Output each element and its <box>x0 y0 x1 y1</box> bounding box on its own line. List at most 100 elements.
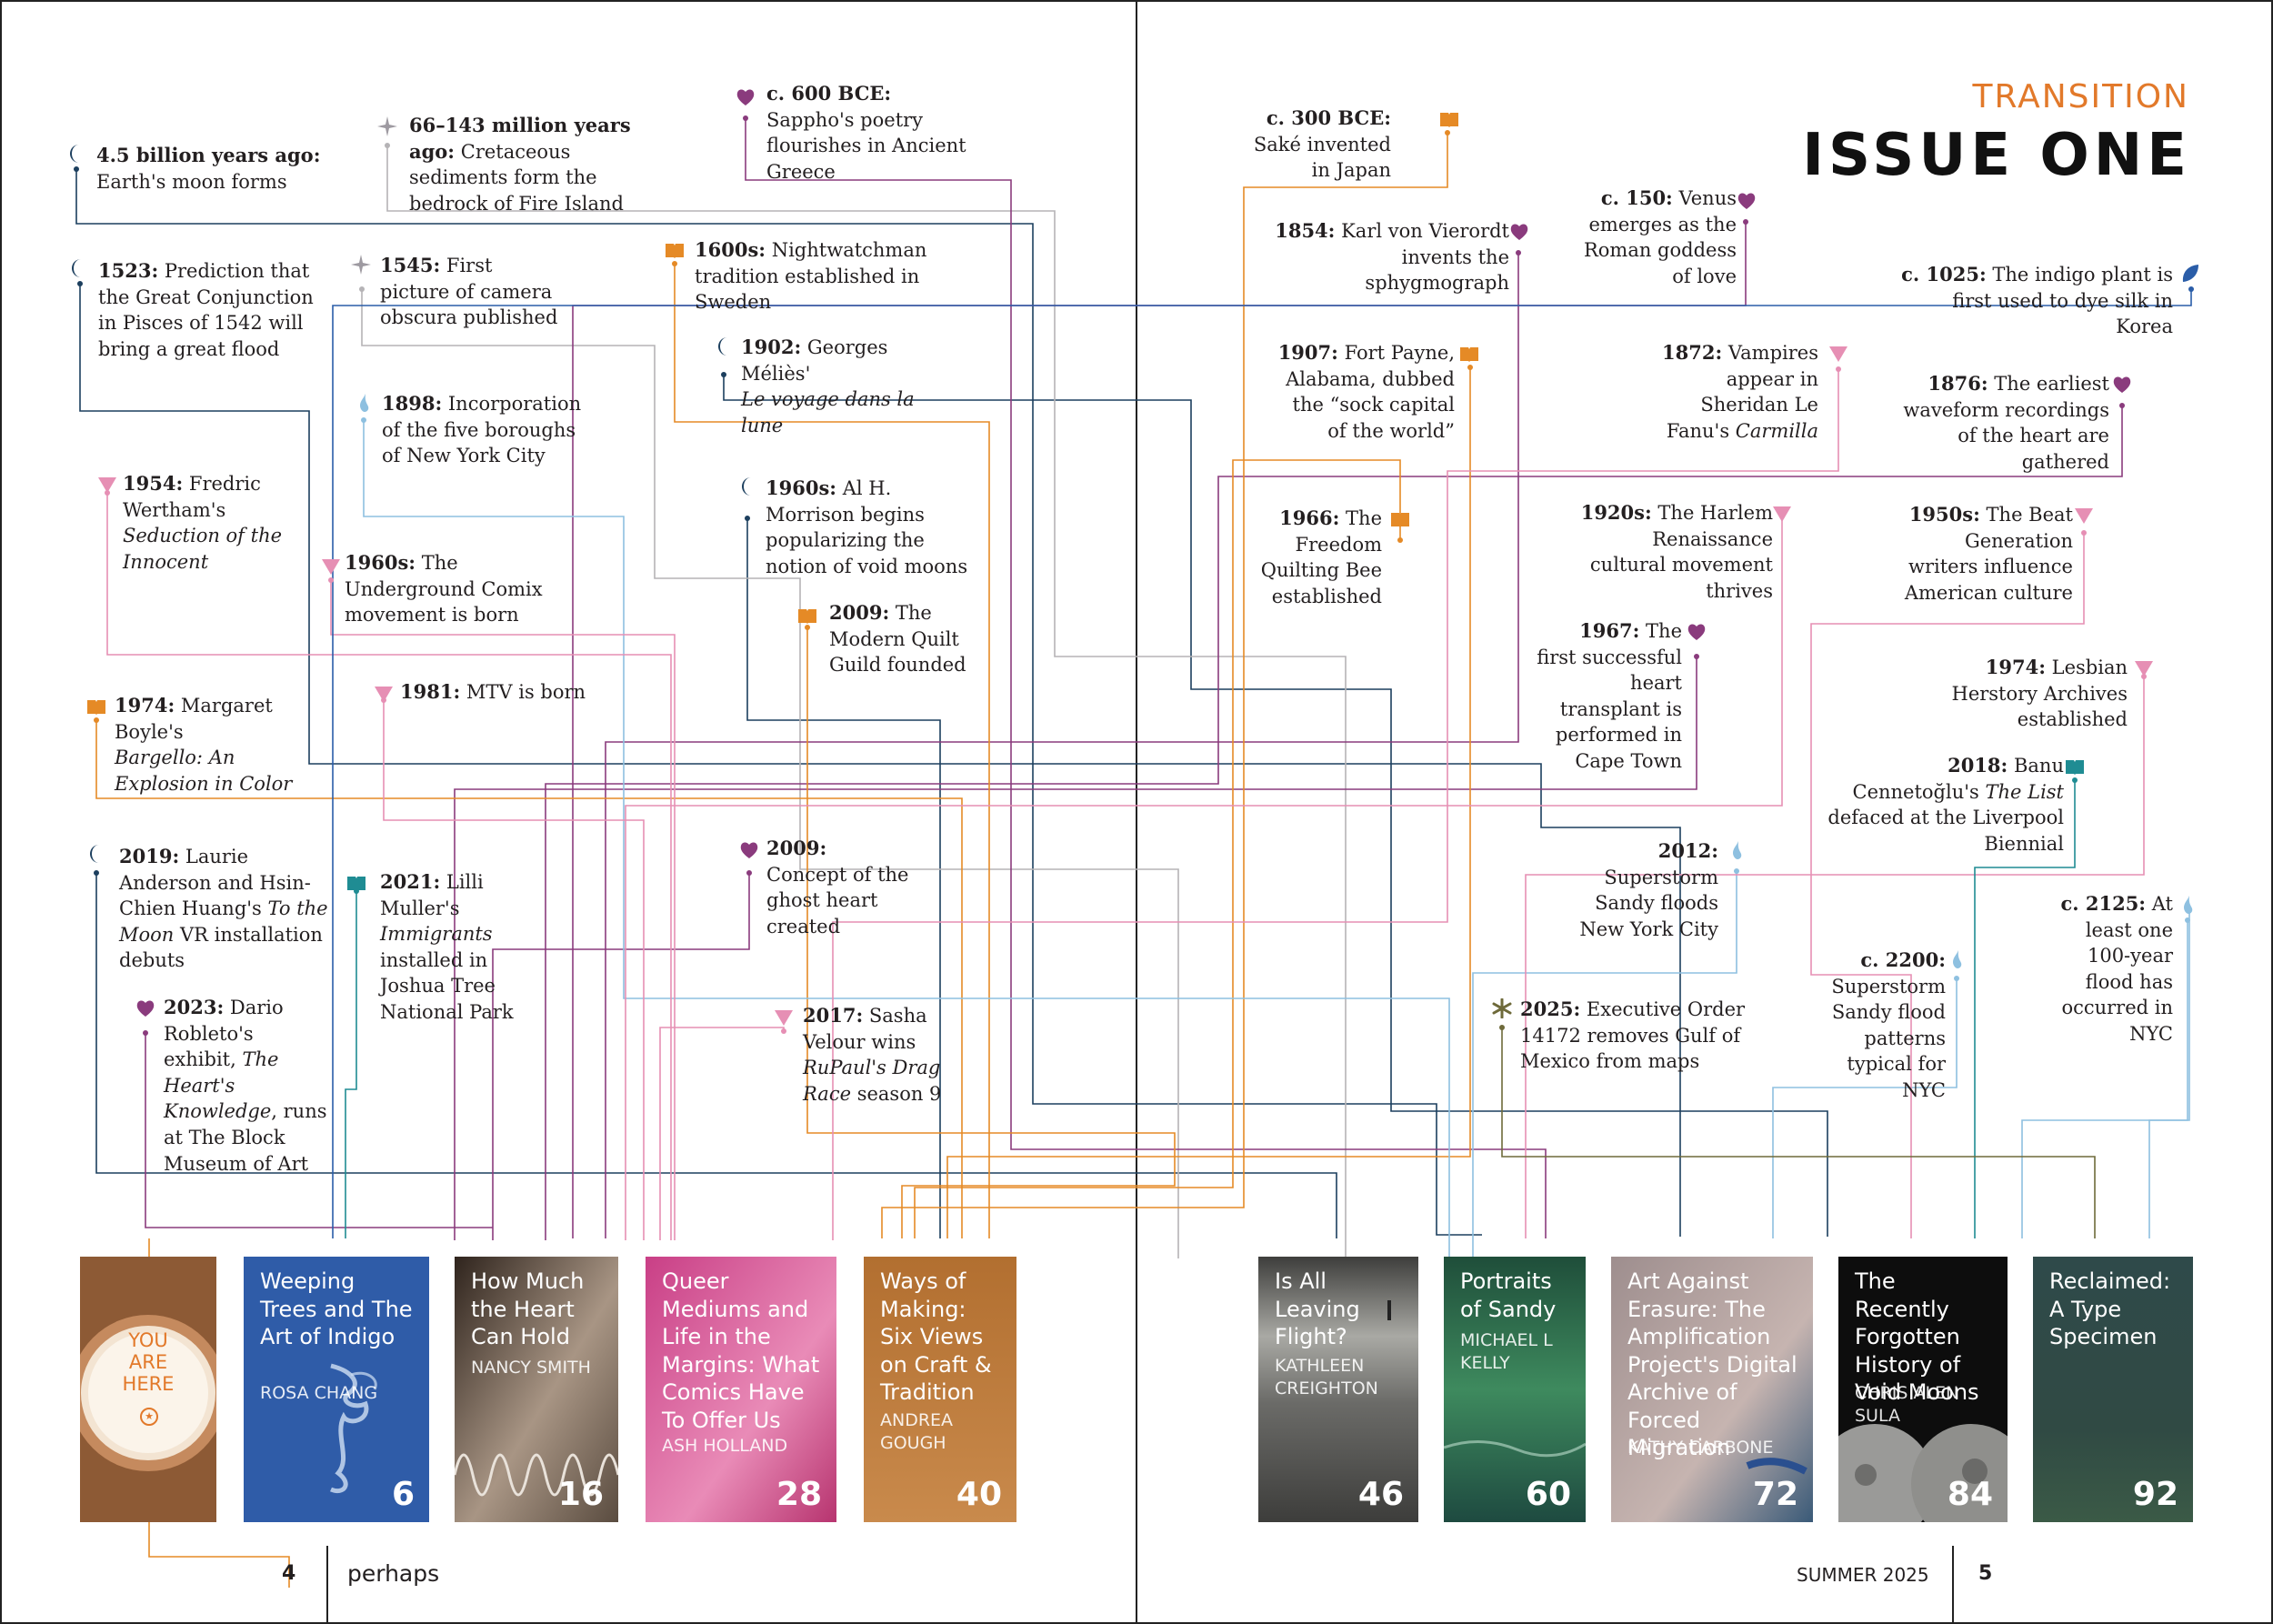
event-sake: c. 300 BCE: Saké invented in Japan <box>1253 106 1391 182</box>
event-to-the-moon: 2019: Laurie Anderson and Hsin-Chien Hua… <box>119 845 328 972</box>
event-the-list: 2018: Banu Cennetoğlu's The List defaced… <box>1827 754 2064 855</box>
leaf-connectors <box>332 289 2192 1238</box>
cover-ways-of-making[interactable]: Ways of Making: Six Views on Craft & Tra… <box>864 1257 1016 1522</box>
teal-book-icon <box>2065 757 2085 777</box>
cover-reclaimed[interactable]: Reclaimed: A Type Specimen 92 <box>2033 1257 2193 1522</box>
magazine-brand: TRANSITION <box>1972 78 2189 115</box>
event-boroughs: 1898: Incorporation of the five boroughs… <box>382 392 582 467</box>
cover-you-are-here[interactable]: YOU ARE HERE ★ <box>80 1257 216 1522</box>
sparkle-icon <box>351 255 371 275</box>
cover-page-number: 72 <box>1752 1476 1798 1513</box>
cover-author: MICHAEL L KELLY <box>1460 1330 1553 1373</box>
issue-date: SUMMER 2025 <box>1797 1564 1929 1586</box>
teal-book-icon <box>346 873 366 893</box>
asterisk-icon <box>1492 998 1512 1018</box>
heart-icon <box>1509 222 1529 242</box>
event-fort-payne: 1907: Fort Payne, Alabama, dubbed the “s… <box>1277 341 1455 442</box>
drop-connectors <box>363 420 2190 1258</box>
cover-queer-mediums[interactable]: Queer Mediums and Life in the Margins: W… <box>646 1257 836 1522</box>
sun-disc-icon <box>80 1257 216 1522</box>
cover-void-moons-history[interactable]: The Recently Forgotten History of Void M… <box>1838 1257 2008 1522</box>
moons-icon <box>1838 1257 2008 1522</box>
cover-portraits-sandy[interactable]: Portraits of Sandy MICHAEL L KELLY 60 <box>1444 1257 1586 1522</box>
heart-icon <box>1687 622 1707 642</box>
event-cretaceous: 66–143 million years ago: Cretaceous sed… <box>409 114 631 215</box>
triangle-icon <box>321 556 341 576</box>
book-icon <box>1439 109 1459 129</box>
event-immigrants: 2021: Lilli Muller's Immigrants installe… <box>380 870 514 1023</box>
event-void-moons: 1960s: Al H. Morrison begins popularizin… <box>766 476 968 577</box>
magazine-name: perhaps <box>347 1560 440 1587</box>
event-ghost-heart: 2009: Concept of the ghost heart created <box>766 837 909 937</box>
event-sandy-2012: 2012: Superstorm Sandy floods New York C… <box>1579 839 1718 940</box>
landscape-icon <box>2033 1257 2193 1522</box>
heart-icon <box>2112 375 2132 395</box>
cover-author: ROSA CHANG <box>260 1383 378 1403</box>
cover-how-much-heart[interactable]: How Much the Heart Can Hold NANCY SMITH … <box>455 1257 618 1522</box>
archive-photo-icon <box>1611 1257 1813 1522</box>
book-icon <box>86 697 106 717</box>
moon-icon <box>738 476 758 496</box>
cover-title: Portraits of Sandy <box>1460 1268 1557 1322</box>
event-waveform: 1876: The earliest waveform recordings o… <box>1903 372 2109 473</box>
cover-author: KATHLEEN CREIGHTON <box>1275 1356 1378 1398</box>
cover-title: Is All Leaving Flight? <box>1275 1268 1360 1349</box>
book-connectors <box>95 133 1471 1588</box>
moon-icon <box>86 844 106 864</box>
event-c-2200: c. 2200: Superstorm Sandy flood patterns… <box>1831 948 1946 1101</box>
event-sphygmograph: 1854: Karl von Vierordt invents the sphy… <box>1275 219 1509 295</box>
event-heart-transplant: 1967: The first successful heart transpl… <box>1537 619 1682 772</box>
sparkle-icon <box>377 116 397 136</box>
triangle-icon <box>1772 504 1792 524</box>
cover-author: KATHY CARBONE <box>1627 1438 1774 1458</box>
leaf-icon <box>2180 264 2200 284</box>
cover-title: Weeping Trees and The Art of Indigo <box>260 1268 413 1349</box>
event-camera-obscura: 1545: First picture of camera obscura pu… <box>380 254 558 329</box>
connector-dots <box>74 115 2194 1036</box>
moon-connectors <box>75 169 1828 1238</box>
beach-figure-icon <box>1258 1257 1418 1522</box>
moon-icon <box>68 258 88 278</box>
moon-icon <box>715 336 735 356</box>
event-bargello: 1974: Margaret Boyle's Bargello: An Explo… <box>115 694 293 795</box>
triangle-icon <box>2074 506 2094 526</box>
cover-page-number: 6 <box>391 1476 415 1513</box>
event-nightwatchman: 1600s: Nightwatchman tradition establish… <box>695 238 927 314</box>
event-executive-order: 2025: Executive Order 14172 removes Gulf… <box>1520 997 1746 1073</box>
left-page-number: 4 <box>282 1562 296 1585</box>
star-icon: ★ <box>140 1408 158 1426</box>
asterisk-connectors <box>1501 1028 2096 1238</box>
triangle-icon <box>1828 344 1848 364</box>
cover-page-number: 60 <box>1525 1476 1571 1513</box>
book-icon <box>1459 344 1479 364</box>
cover-weeping-trees[interactable]: Weeping Trees and The Art of Indigo ROSA… <box>244 1257 429 1522</box>
drop-icon <box>1947 949 1967 969</box>
drop-icon <box>354 393 374 413</box>
cover-title: Reclaimed: A Type Specimen <box>2049 1268 2171 1349</box>
cover-leaving-flight[interactable]: Is All Leaving Flight? KATHLEEN CREIGHTO… <box>1258 1257 1418 1522</box>
heart-icon <box>739 840 759 860</box>
cover-title: Art Against Erasure: The Amplification P… <box>1627 1268 1797 1460</box>
ocean-waves-icon <box>1444 1257 1586 1522</box>
cover-page-number: 84 <box>1947 1476 1993 1513</box>
book-icon <box>797 606 817 626</box>
watercolor-icon <box>646 1257 836 1522</box>
drop-icon <box>1727 840 1747 860</box>
event-c-2125: c. 2125: At least one 100-year flood has… <box>2060 892 2173 1045</box>
heart-icon <box>736 87 756 107</box>
event-vampires: 1872: Vampires appear in Sheridan Le Fan… <box>1662 341 1818 442</box>
cover-title: Ways of Making: Six Views on Craft & Tra… <box>880 1268 992 1405</box>
cover-art-against-erasure[interactable]: Art Against Erasure: The Amplification P… <box>1611 1257 1813 1522</box>
book-icon <box>1390 509 1410 529</box>
event-modern-quilt: 2009: The Modern Quilt Guild founded <box>829 601 966 677</box>
event-melies: 1902: Georges Méliès' Le voyage dans la l… <box>741 336 915 436</box>
event-hearts-knowledge: 2023: Dario Robleto's exhibit, The Heart… <box>164 996 327 1175</box>
cover-title: The Recently Forgotten History of Void M… <box>1855 1268 1979 1405</box>
cover-author: NANCY SMITH <box>471 1358 591 1378</box>
triangle-icon <box>774 1007 794 1028</box>
teal-connectors <box>345 780 2076 1238</box>
indigo-dye-icon <box>244 1257 429 1522</box>
event-underground-comix: 1960s: The Underground Comix movement is… <box>345 551 543 627</box>
